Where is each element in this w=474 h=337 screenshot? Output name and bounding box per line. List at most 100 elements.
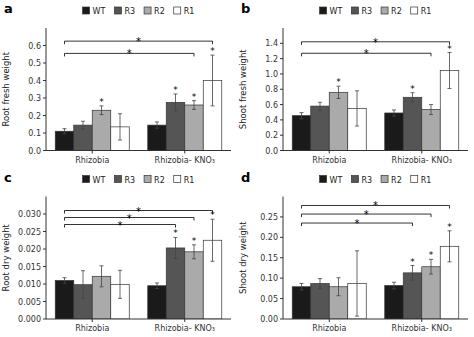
error-cap [192, 109, 196, 110]
legend-swatch [381, 176, 388, 183]
star: * [173, 85, 178, 95]
legend-item: R2 [144, 176, 165, 185]
y-tick-label: 0.20 [260, 233, 278, 242]
legend-item: WT [320, 7, 343, 16]
error-cap [81, 128, 85, 129]
error-bar [81, 271, 85, 299]
y-tick [43, 319, 46, 320]
y-tick [280, 73, 283, 74]
error-cap [448, 88, 452, 89]
bar [385, 113, 404, 151]
bar [292, 116, 311, 151]
error-line [412, 266, 413, 281]
error-cap [63, 133, 67, 134]
star: * [410, 84, 415, 94]
error-bar [174, 94, 178, 111]
error-bar [392, 110, 396, 116]
error-line [194, 101, 195, 110]
error-bar [355, 91, 359, 126]
x-axis-line [46, 150, 231, 151]
error-cap [318, 288, 322, 289]
error-bar [448, 53, 452, 89]
error-bar [211, 55, 215, 106]
panel: 0.00.10.20.30.40.50.6RhizobiaRhizobia- K… [1, 1, 231, 165]
bracket-label: * [364, 48, 369, 59]
error-cap [63, 277, 67, 278]
star: * [336, 77, 341, 87]
star: * [192, 236, 197, 246]
error-line [449, 231, 450, 262]
bracket-label: * [355, 218, 360, 229]
bracket-label: * [127, 48, 132, 59]
y-axis-label: Root dry weight [1, 223, 11, 291]
error-cap [411, 280, 415, 281]
error-line [64, 129, 65, 134]
bar [422, 110, 441, 151]
y-tick [280, 58, 283, 59]
y-tick-label: 0.025 [18, 228, 41, 237]
error-line [431, 259, 432, 274]
legend-swatch [114, 176, 121, 183]
bracket-label: * [127, 213, 132, 224]
error-bar [318, 279, 322, 289]
error-line [320, 279, 321, 289]
error-cap [392, 116, 396, 117]
x-tick [184, 151, 185, 154]
legend-item: R2 [381, 7, 402, 16]
legend-item: R1 [411, 176, 432, 185]
error-bar [118, 270, 122, 298]
y-tick-label: 0.1 [28, 129, 41, 138]
error-cap [355, 250, 359, 251]
y-tick-label: 0.015 [18, 263, 41, 272]
bar [74, 125, 93, 150]
error-line [175, 237, 176, 258]
legend: WTR3R2R1 [83, 176, 195, 185]
error-bar [155, 122, 159, 128]
error-bar [300, 283, 304, 290]
legend-label: R2 [391, 176, 402, 185]
error-cap [100, 265, 104, 266]
y-axis-line [46, 28, 47, 151]
error-line [120, 114, 121, 140]
legend-item: R1 [174, 7, 195, 16]
legend-item: R1 [411, 7, 432, 16]
x-tick [329, 319, 330, 322]
y-tick-label: 1.0 [265, 70, 278, 79]
error-cap [192, 258, 196, 259]
y-tick [43, 80, 46, 81]
star: * [447, 222, 452, 232]
y-tick-label: 0.10 [260, 274, 278, 283]
y-tick-label: 0.000 [18, 315, 41, 324]
y-tick [43, 266, 46, 267]
error-cap [100, 286, 104, 287]
y-tick [280, 319, 283, 320]
error-cap [63, 283, 67, 284]
y-tick-label: 0.4 [28, 77, 41, 86]
legend-swatch [320, 7, 327, 14]
error-bar [192, 101, 196, 110]
error-cap [118, 113, 122, 114]
error-cap [355, 316, 359, 317]
bar [185, 105, 204, 151]
error-line [212, 55, 213, 106]
error-line [357, 91, 358, 126]
y-tick [43, 98, 46, 99]
error-line [394, 110, 395, 116]
error-line [338, 278, 339, 296]
error-line [357, 251, 358, 316]
y-tick [43, 133, 46, 134]
error-cap [337, 277, 341, 278]
x-tick-label: Rhizobia- KNO₃ [392, 156, 452, 165]
x-axis-line [46, 319, 231, 320]
legend-item: R3 [114, 176, 135, 185]
error-cap [318, 278, 322, 279]
error-cap [118, 270, 122, 271]
bar [166, 248, 185, 319]
y-tick [43, 214, 46, 215]
bar [311, 106, 330, 150]
legend-item: R3 [114, 7, 135, 16]
bar [385, 286, 404, 319]
bar [403, 97, 422, 150]
y-axis-line [46, 197, 47, 320]
star: * [429, 250, 434, 260]
